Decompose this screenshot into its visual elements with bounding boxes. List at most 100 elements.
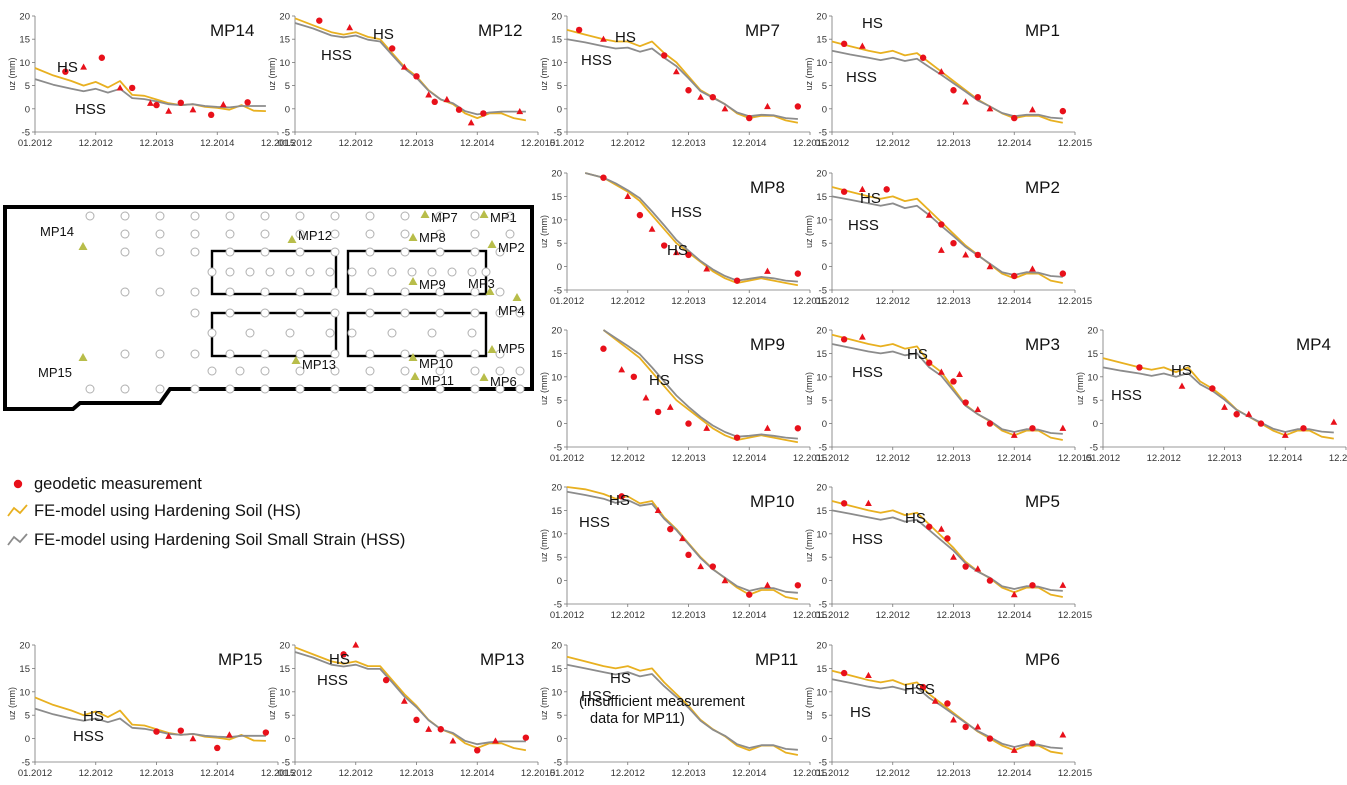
x-tick-label: 12.2015 [1329, 453, 1347, 464]
legend-line-swatch [7, 504, 28, 517]
x-tick-label: 12.2012 [611, 610, 645, 621]
plan-marker-label: MP15 [38, 365, 72, 380]
plan-marker-mp4: MP4 [498, 293, 525, 318]
y-tick-label: 5 [822, 81, 827, 92]
measurement-point [986, 420, 994, 427]
x-tick-label: 01.2012 [18, 768, 52, 779]
y-tick-label: -5 [282, 758, 290, 769]
y-tick-label: 15 [1087, 349, 1098, 360]
chart-mp15: -5 0 5 10 15 20 01.2012 12.2012 12.2013 12.2014 12… [7, 641, 295, 780]
measurement-point [1029, 582, 1036, 589]
measurement-point [937, 68, 945, 75]
x-tick-label: 01.2012 [278, 768, 312, 779]
panel-title: MP12 [478, 21, 522, 40]
measurement-point [389, 45, 396, 52]
x-tick-label: 12.2014 [997, 138, 1031, 149]
series-hss-line [831, 509, 1063, 592]
pile-icon [207, 328, 217, 338]
plan-marker-label: MP14 [40, 224, 74, 239]
measurement-point [962, 251, 970, 258]
y-tick-label: 10 [551, 215, 562, 226]
y-tick-label: 15 [551, 349, 562, 360]
chart-mp5: -5 0 5 10 15 20 01.2012 12.2012 12.2013 12.2014 12… [804, 483, 1092, 622]
y-tick-label: 15 [816, 192, 827, 203]
x-tick-label: 01.2012 [550, 138, 584, 149]
pile-icon [330, 247, 340, 257]
measurement-point [116, 84, 124, 91]
measurement-point [618, 366, 626, 373]
curve-label-hss: HSS [317, 672, 348, 689]
measurement-point [858, 185, 866, 192]
y-tick-label: -5 [819, 758, 827, 769]
series-hs-line [566, 29, 799, 124]
y-tick-label: 20 [19, 12, 30, 23]
measurement-point [1257, 420, 1265, 427]
measurement-point [244, 99, 251, 106]
series-hss-line [34, 707, 266, 739]
curve-label-hs: HS [609, 492, 630, 509]
y-tick-label: 5 [557, 711, 562, 722]
x-tick-label: 01.2012 [815, 138, 849, 149]
y-tick-label: 0 [1093, 419, 1098, 430]
panel-title: MP7 [745, 21, 780, 40]
y-axis-label: uz (mm) [539, 687, 549, 720]
pile-icon [495, 366, 505, 376]
y-tick-label: 10 [816, 372, 827, 383]
y-tick-label: 15 [816, 349, 827, 360]
x-tick-label: 01.2012 [815, 453, 849, 464]
x-tick-label: 01.2012 [1086, 453, 1120, 464]
pile-icon [225, 211, 235, 221]
chart-mp6: -5 0 5 10 15 20 01.2012 12.2012 12.2013 12.2014 12… [804, 641, 1092, 780]
legend-label: FE-model using Hardening Soil (HS) [34, 502, 301, 520]
panel-title: MP3 [1025, 335, 1060, 354]
y-tick-label: 10 [816, 215, 827, 226]
pile-icon [495, 384, 505, 394]
x-tick-label: 01.2012 [815, 296, 849, 307]
pile-icon [427, 267, 437, 277]
curve-label-hs: HS [862, 15, 883, 32]
y-tick-label: 15 [19, 35, 30, 46]
plan-marker-mp14: MP14 [40, 224, 88, 250]
triangle-marker-icon [487, 240, 497, 248]
pile-icon [155, 229, 165, 239]
y-tick-label: 20 [551, 641, 562, 652]
pile-icon [295, 211, 305, 221]
measurement-point [974, 94, 981, 101]
pile-icon [435, 349, 445, 359]
measurement-point [697, 93, 705, 100]
measurement-point [618, 493, 625, 500]
x-tick-label: 12.2015 [1058, 296, 1092, 307]
measurement-point [950, 716, 957, 723]
measurement-point [214, 744, 221, 752]
pile-icon [470, 211, 480, 221]
plan-marker-mp15: MP15 [38, 353, 88, 380]
y-tick-label: 5 [557, 553, 562, 564]
measurement-point [474, 747, 481, 754]
panel-title: MP6 [1025, 650, 1060, 669]
pile-icon [367, 267, 377, 277]
x-tick-label: 12.2012 [611, 138, 645, 149]
measurement-point [449, 737, 457, 744]
curve-label-hs: HS [1171, 362, 1192, 379]
measurement-point [865, 671, 872, 679]
y-tick-label: 20 [1087, 326, 1098, 337]
chart-mp4: -5 0 5 10 15 20 01.2012 12.2012 12.2013 12.2014 12… [1075, 326, 1347, 465]
panel-title: MP9 [750, 335, 785, 354]
legend: geodetic measurement FE-model using Harde… [7, 475, 405, 549]
measurement-point [950, 87, 957, 94]
measurement-point [624, 192, 632, 199]
measurement-point [709, 94, 716, 101]
y-axis-label: uz (mm) [539, 58, 549, 91]
measurement-point [431, 98, 438, 106]
pile-icon [407, 267, 417, 277]
measurement-point [98, 54, 106, 61]
y-tick-label: 15 [279, 35, 290, 46]
series-hss-line [831, 678, 1063, 750]
series-hs-line [831, 669, 1063, 755]
chart-mp1: -5 0 5 10 15 20 01.2012 12.2012 12.2013 12.2014 12… [804, 12, 1092, 150]
curve-label-hs: HS [850, 704, 871, 721]
x-tick-label: 12.2012 [79, 768, 113, 779]
pile-icon [435, 366, 445, 376]
series-hss-line [831, 343, 1063, 435]
triangle-marker-icon [78, 242, 88, 250]
